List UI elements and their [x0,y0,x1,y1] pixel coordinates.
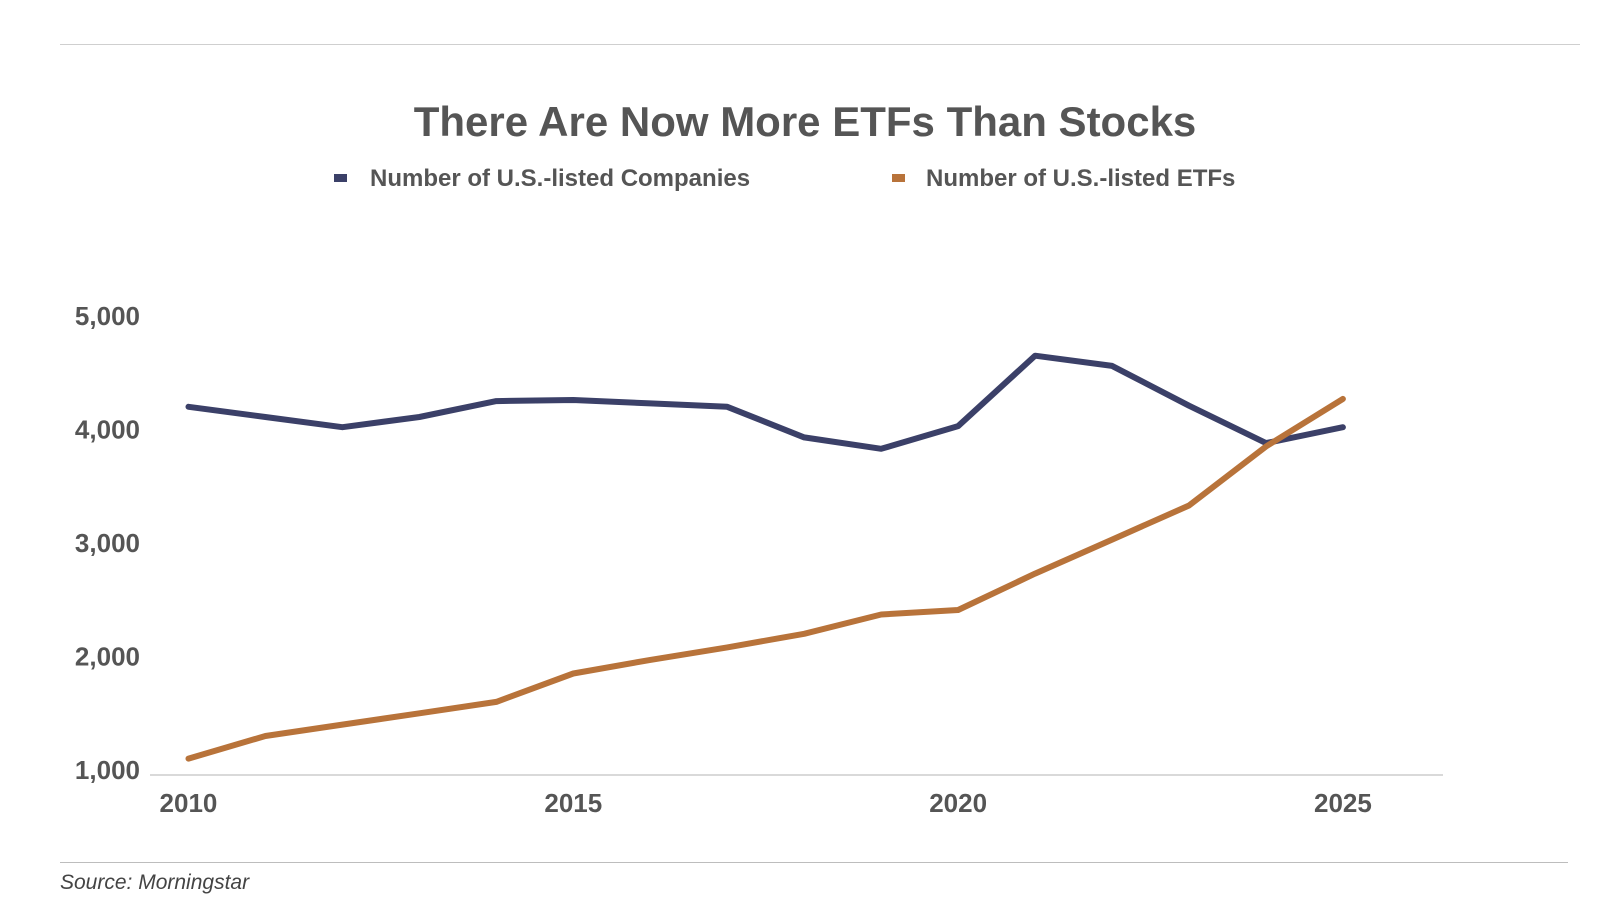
series-line-etfs [185,395,1346,762]
y-tick-label: 1,000 [75,755,140,785]
y-tick-label: 5,000 [75,301,140,331]
y-tick-label: 3,000 [75,528,140,558]
x-axis: 2010 2015 2020 2025 [160,788,1372,818]
legend-swatch-etfs [892,174,905,182]
x-tick-label: 2010 [160,788,218,818]
bottom-divider [60,862,1568,863]
plot-area [185,352,1346,762]
chart-title: There Are Now More ETFs Than Stocks [414,98,1197,145]
series-line-companies [185,352,1346,452]
x-tick-label: 2015 [544,788,602,818]
legend: Number of U.S.-listed Companies Number o… [334,165,1235,192]
legend-label-companies: Number of U.S.-listed Companies [370,165,750,192]
x-tick-label: 2020 [929,788,987,818]
source-note: Source: Morningstar [60,871,250,894]
top-divider [60,44,1580,45]
y-axis: 1,000 2,000 3,000 4,000 5,000 [75,301,140,785]
y-tick-label: 4,000 [75,415,140,445]
y-tick-label: 2,000 [75,642,140,672]
legend-label-etfs: Number of U.S.-listed ETFs [926,165,1235,192]
line-chart: There Are Now More ETFs Than Stocks Numb… [75,98,1443,818]
x-tick-label: 2025 [1314,788,1372,818]
legend-swatch-companies [334,174,347,182]
